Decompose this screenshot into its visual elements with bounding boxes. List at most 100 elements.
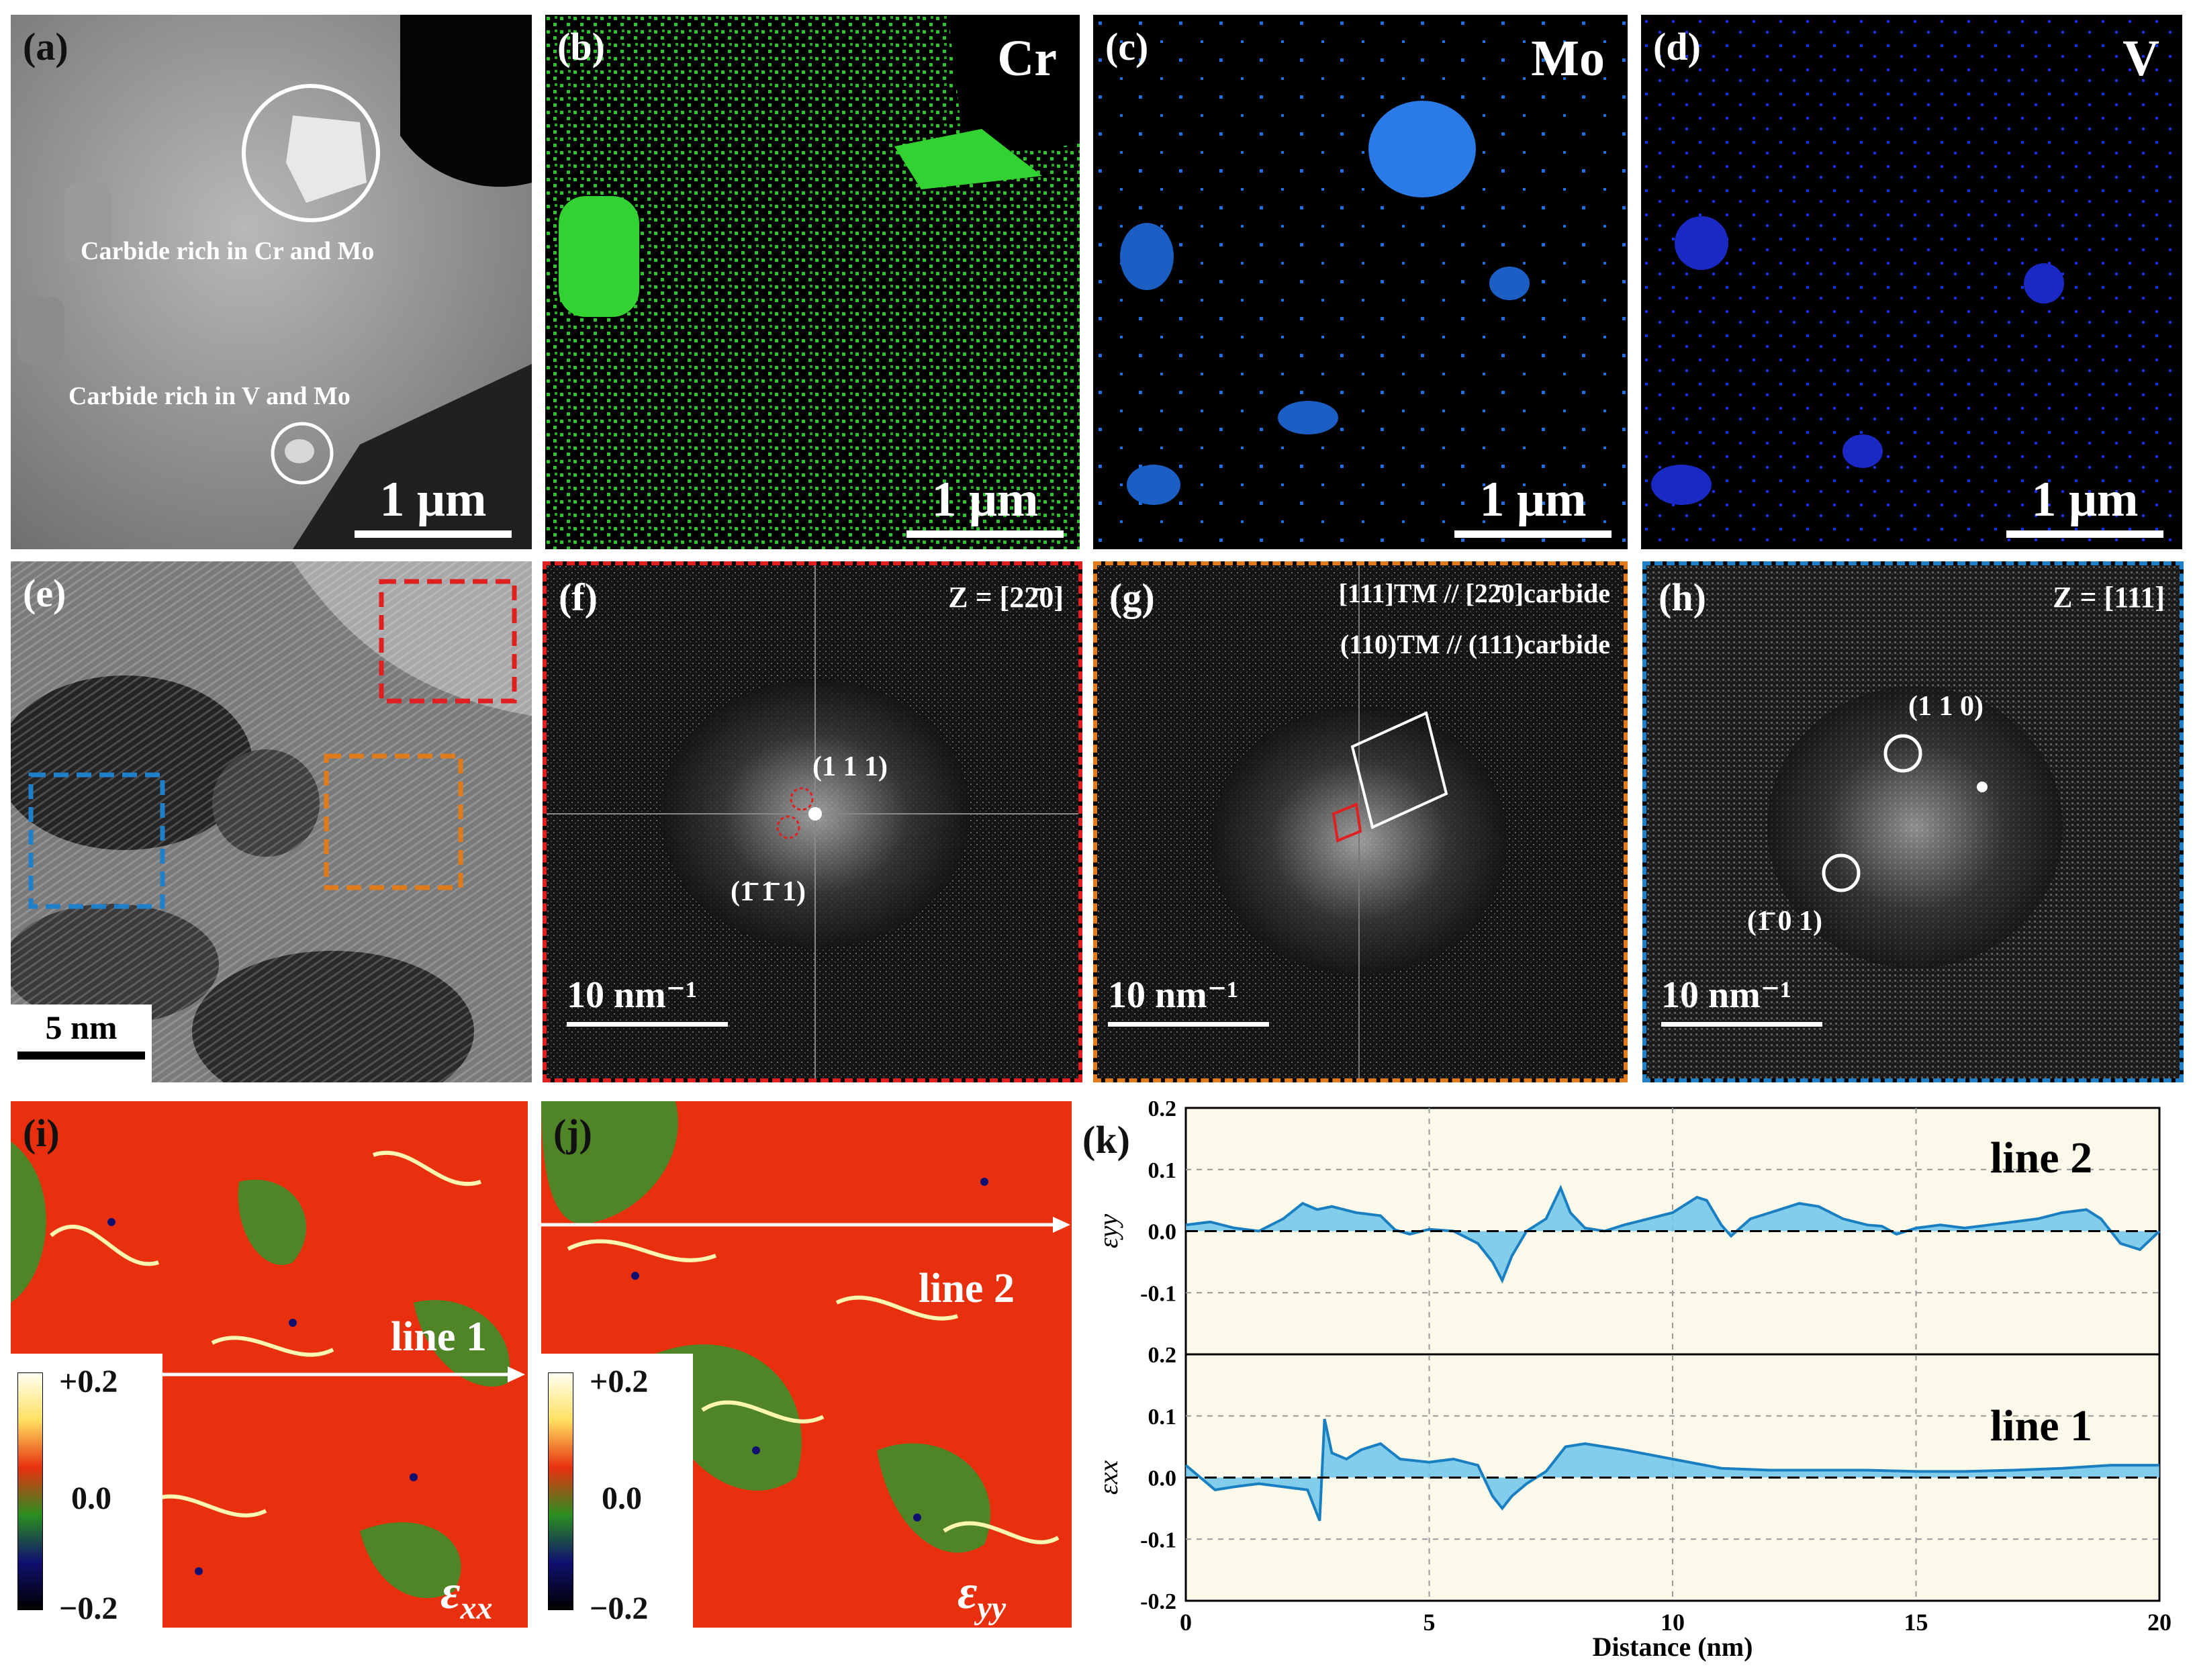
series-label: line 2	[1990, 1133, 2092, 1182]
y-tick-label: -0.2	[1140, 1589, 1176, 1614]
scale-bar-label: 10 nm⁻¹	[1108, 974, 1239, 1016]
fft-pattern-h	[1646, 565, 2180, 1078]
y-tick-label: 0.2	[1148, 1101, 1177, 1121]
strain-symbol: ε	[440, 1565, 461, 1619]
scale-bar-line	[1454, 530, 1612, 538]
scale-bar-line	[2006, 530, 2163, 538]
panel-label-i: (i)	[23, 1111, 60, 1155]
panel-h: (h) Z = [111] (1 1 0) (1̄ 0 1) 10 nm⁻¹	[1642, 561, 2184, 1082]
panel-label-k: (k)	[1082, 1118, 1130, 1162]
scale-bar-h: 10 nm⁻¹	[1661, 975, 1822, 1027]
colorbar-max: +0.2	[590, 1364, 649, 1399]
scale-bar-line	[1661, 1022, 1822, 1027]
panel-label-g: (g)	[1109, 575, 1155, 619]
scale-bar-a: 1 μm	[355, 473, 512, 538]
series-label: line 1	[1990, 1401, 2092, 1450]
panel-label-e: (e)	[23, 571, 66, 615]
stem-image	[11, 15, 532, 549]
colorbar-mid: 0.0	[71, 1481, 111, 1516]
y-tick-label: 0.1	[1148, 1405, 1177, 1430]
miller-index-bar101: (1̄ 0 1)	[1747, 906, 1822, 937]
orientation-relation-1: [111]TM // [22̄0]carbide	[1338, 578, 1610, 608]
miller-index-111: (1 1 1)	[812, 751, 888, 782]
scale-bar-label: 10 nm⁻¹	[1661, 974, 1792, 1016]
panel-b: (b) Cr 1 μm	[545, 15, 1080, 549]
zone-axis-h: Z = [111]	[2053, 581, 2165, 614]
scale-bar-b: 1 μm	[906, 473, 1064, 538]
fft-pattern-f	[547, 565, 1078, 1078]
x-tick-label: 10	[1661, 1609, 1685, 1636]
scale-bar-label: 1 μm	[931, 472, 1039, 527]
y-tick-label: 0.2	[1148, 1343, 1177, 1368]
element-label-mo: Mo	[1531, 30, 1605, 87]
series-line-line-2	[1185, 1184, 2161, 1284]
x-axis-label: Distance (nm)	[1593, 1632, 1753, 1662]
scale-bar-line	[906, 530, 1064, 538]
panel-label-b: (b)	[557, 25, 605, 68]
scale-bar-g: 10 nm⁻¹	[1108, 975, 1269, 1027]
colorbar-gradient	[548, 1372, 573, 1610]
panel-g: (g) [111]TM // [22̄0]carbide (110)TM // …	[1093, 561, 1628, 1082]
panel-d: (d) V 1 μm	[1641, 15, 2182, 549]
orientation-relation-2: (110)TM // (111)carbide	[1340, 629, 1610, 659]
y-tick-label: 0.0	[1148, 1220, 1177, 1245]
hrtem-image	[11, 561, 532, 1082]
panel-label-a: (a)	[23, 25, 68, 68]
strain-component-label: εyy	[958, 1565, 1006, 1626]
scale-bar-f: 10 nm⁻¹	[567, 975, 728, 1027]
strain-subscript: yy	[977, 1590, 1007, 1626]
x-tick-label: 15	[1904, 1609, 1928, 1636]
x-tick-label: 20	[2147, 1609, 2172, 1636]
panel-label-j: (j)	[553, 1111, 592, 1155]
panel-j: (j) +0.2 0.0 −0.2 line 2 εyy	[541, 1101, 1072, 1628]
element-label-cr: Cr	[997, 30, 1057, 87]
annotation-cr-mo-carbide: Carbide rich in Cr and Mo	[81, 237, 375, 265]
y-tick-label: -0.1	[1140, 1281, 1176, 1306]
panel-label-h: (h)	[1659, 575, 1706, 619]
strain-subscript: xx	[460, 1590, 493, 1626]
panel-f: (f) Z = [22̄0] (1 1 1) (1̄ 1̄ 1) 10 nm⁻¹	[543, 561, 1082, 1082]
y-tick-label: 0.0	[1148, 1466, 1177, 1491]
y-tick-label: -0.1	[1140, 1528, 1176, 1552]
panel-c: (c) Mo 1 μm	[1093, 15, 1628, 549]
eds-map-cr	[545, 15, 1080, 549]
scale-bar-label: 10 nm⁻¹	[567, 974, 698, 1016]
miller-index-bar1bar11: (1̄ 1̄ 1)	[731, 876, 806, 907]
strain-component-label: εxx	[440, 1565, 493, 1626]
panel-e: (e) 5 nm	[11, 561, 532, 1082]
series-line-line-1	[1184, 1418, 2159, 1522]
colorbar-min: −0.2	[59, 1591, 118, 1626]
panel-label-c: (c)	[1105, 25, 1149, 68]
fft-pattern-g	[1097, 565, 1624, 1078]
colorbar-j	[541, 1354, 693, 1628]
scale-bar-line	[1108, 1022, 1269, 1027]
eds-map-v	[1641, 15, 2182, 549]
scale-bar-c: 1 μm	[1454, 473, 1612, 538]
scale-bar-line	[567, 1022, 728, 1027]
colorbar-max: +0.2	[59, 1364, 118, 1399]
scale-bar-line	[355, 530, 512, 538]
series-area-line-1	[1186, 1419, 2159, 1521]
scale-bar-label: 1 μm	[379, 472, 487, 527]
eds-map-mo	[1093, 15, 1628, 549]
y-axis-label: εxx	[1093, 1460, 1123, 1495]
scale-bar-label: 1 μm	[1479, 472, 1587, 527]
colorbar-gradient	[17, 1372, 43, 1610]
scale-bar-label: 5 nm	[45, 1009, 118, 1046]
x-tick-label: 5	[1424, 1609, 1436, 1636]
y-axis-label: εyy	[1093, 1214, 1123, 1249]
panel-label-d: (d)	[1653, 25, 1701, 68]
colorbar-mid: 0.0	[602, 1481, 642, 1516]
line-label-1: line 1	[391, 1314, 487, 1360]
line-label-2: line 2	[919, 1266, 1015, 1311]
panel-label-f: (f)	[559, 575, 598, 619]
zone-axis-f: Z = [22̄0]	[948, 581, 1064, 614]
scale-bar-d: 1 μm	[2006, 473, 2163, 538]
scale-bar-line	[17, 1052, 145, 1060]
y-tick-label: 0.1	[1148, 1158, 1177, 1183]
element-label-v: V	[2122, 30, 2159, 87]
panel-a: (a) Carbide rich in Cr and Mo Carbide ri…	[11, 15, 532, 549]
miller-index-110: (1 1 0)	[1908, 691, 1984, 722]
strain-line-profile-chart: 0 5 10 15 20 Distance (nm) 0.2 0.1 0.0 -0.1 line 2…	[1093, 1101, 2172, 1662]
annotation-v-mo-carbide: Carbide rich in V and Mo	[68, 382, 351, 410]
